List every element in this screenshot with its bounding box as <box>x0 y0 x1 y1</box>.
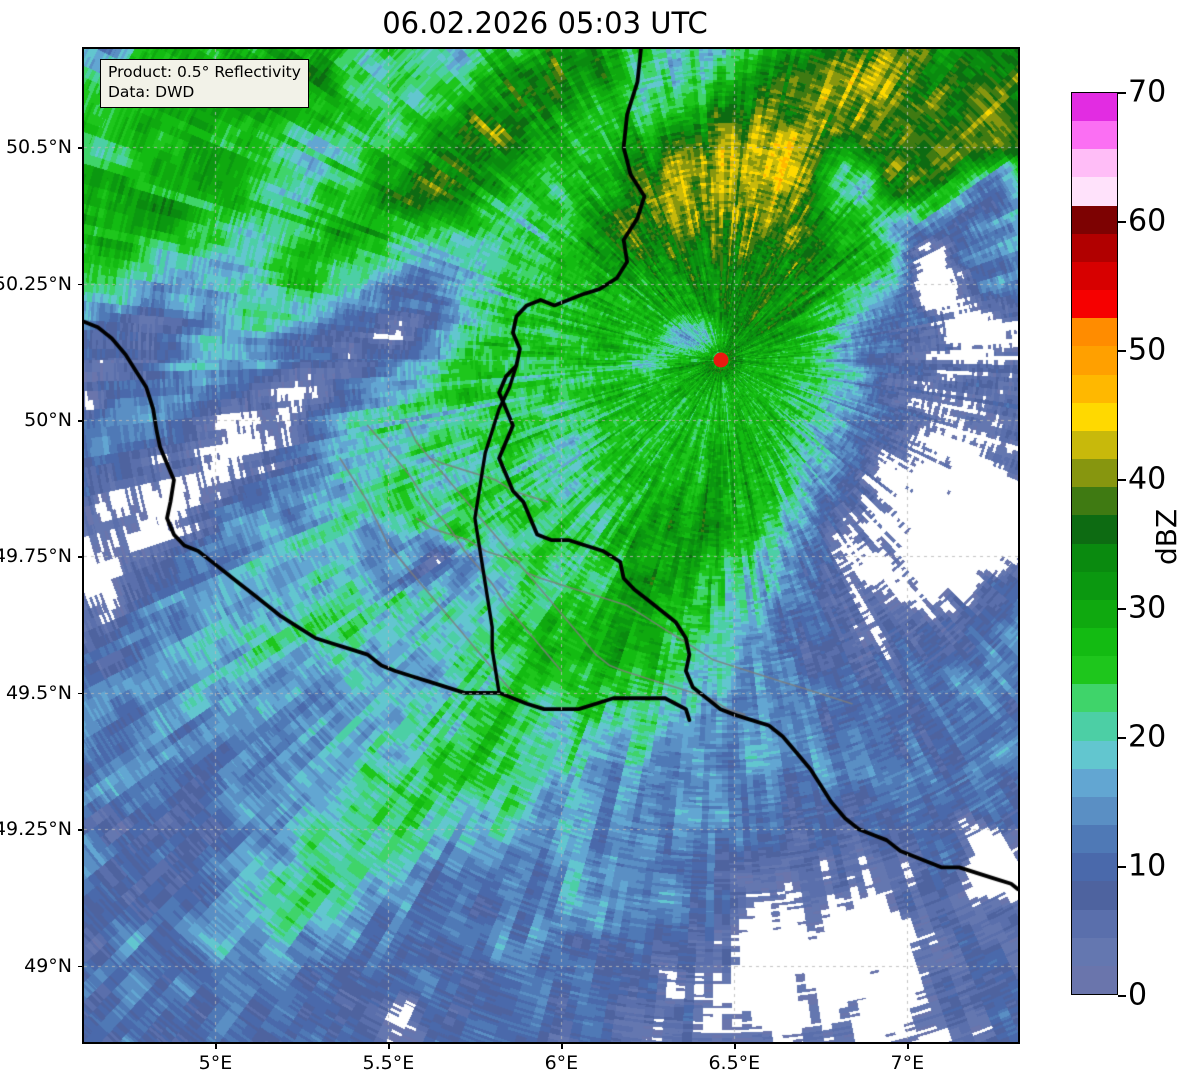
colorbar-band <box>1072 853 1117 882</box>
x-axis-tick-mark <box>734 1044 736 1049</box>
colorbar-band <box>1072 881 1117 910</box>
colorbar-band <box>1072 937 1117 966</box>
colorbar-band <box>1072 402 1117 431</box>
y-axis-tick-mark <box>78 692 83 695</box>
colorbar-tick-label: 40 <box>1128 461 1167 497</box>
colorbar-band <box>1072 656 1117 685</box>
colorbar-band <box>1072 571 1117 600</box>
y-axis-tick-mark <box>78 147 83 149</box>
colorbar-band <box>1072 825 1117 854</box>
colorbar-tick-mark <box>1118 995 1126 997</box>
y-axis-tick-label: 49.25°N <box>0 818 72 841</box>
y-axis-tick-mark <box>78 420 83 422</box>
info-product-line: Product: 0.5° Reflectivity <box>108 63 301 81</box>
colorbar-tick-label: 10 <box>1128 848 1167 884</box>
colorbar-band <box>1072 627 1117 657</box>
radar-site-marker[interactable] <box>713 352 728 368</box>
colorbar-band <box>1072 121 1117 150</box>
colorbar-band <box>1072 290 1117 319</box>
colorbar-band <box>1072 768 1117 797</box>
y-axis-tick-label: 50.25°N <box>0 272 72 295</box>
y-axis-tick-mark <box>78 965 83 968</box>
y-axis-tick-label: 49°N <box>24 954 72 977</box>
y-axis-tick-label: 50°N <box>24 409 72 431</box>
y-axis-tick-mark <box>78 283 83 286</box>
colorbar-band <box>1072 93 1117 122</box>
radar-map-panel[interactable]: Product: 0.5° Reflectivity Data: DWD <box>82 47 1020 1044</box>
colorbar-tick-mark <box>1118 866 1126 868</box>
x-axis-tick-mark <box>388 1044 390 1049</box>
x-axis-tick-mark <box>561 1044 563 1049</box>
colorbar-band <box>1072 487 1117 516</box>
x-axis-tick-label: 6°E <box>544 1052 579 1074</box>
colorbar-tick-mark <box>1118 608 1126 610</box>
colorbar-band <box>1072 233 1117 262</box>
colorbar-tick-label: 60 <box>1128 203 1167 239</box>
y-axis-tick-mark <box>78 829 83 831</box>
y-axis-tick-mark <box>78 556 83 558</box>
page-title: 06.02.2026 05:03 UTC <box>382 6 708 40</box>
info-data-line: Data: DWD <box>108 82 195 101</box>
colorbar-band <box>1072 740 1117 769</box>
colorbar-tick-label: 0 <box>1128 977 1148 1013</box>
colorbar-band <box>1072 177 1117 206</box>
colorbar-tick-label: 30 <box>1128 590 1167 626</box>
colorbar-band <box>1072 599 1117 628</box>
dbz-colorbar[interactable] <box>1071 92 1118 995</box>
coordinate-gridlines <box>84 49 1018 1042</box>
y-axis-tick-label: 49.5°N <box>5 681 72 704</box>
colorbar-band <box>1072 712 1117 741</box>
colorbar-band <box>1072 459 1117 488</box>
colorbar-band <box>1072 796 1117 826</box>
x-axis-tick-label: 5.5°E <box>362 1052 415 1074</box>
colorbar-band <box>1072 515 1117 544</box>
colorbar-band <box>1072 374 1117 403</box>
colorbar-band <box>1072 318 1117 347</box>
colorbar-band <box>1072 684 1117 713</box>
colorbar-band <box>1072 205 1117 234</box>
colorbar-band <box>1072 543 1117 572</box>
colorbar-tick-mark <box>1118 479 1126 481</box>
colorbar-band <box>1072 965 1117 994</box>
x-axis-tick-label: 6.5°E <box>708 1052 761 1074</box>
colorbar-band <box>1072 149 1117 178</box>
colorbar-tick-mark <box>1118 350 1126 352</box>
colorbar-band <box>1072 430 1117 460</box>
colorbar-tick-mark <box>1118 221 1126 223</box>
colorbar-band <box>1072 346 1117 375</box>
product-info-box: Product: 0.5° Reflectivity Data: DWD <box>100 59 309 108</box>
x-axis-tick-mark <box>215 1044 217 1049</box>
colorbar-band <box>1072 909 1117 938</box>
y-axis-tick-label: 50.5°N <box>5 136 72 159</box>
colorbar-axis-label: dBZ <box>1150 508 1183 565</box>
colorbar-tick-label: 20 <box>1128 719 1167 755</box>
x-axis-tick-mark <box>907 1044 909 1049</box>
x-axis-tick-label: 5°E <box>198 1052 233 1074</box>
colorbar-band <box>1072 261 1117 291</box>
x-axis-tick-label: 7°E <box>890 1052 925 1074</box>
colorbar-tick-mark <box>1118 92 1126 94</box>
colorbar-tick-label: 50 <box>1128 332 1167 368</box>
y-axis-tick-label: 49.75°N <box>0 545 72 568</box>
colorbar-tick-label: 70 <box>1128 74 1167 110</box>
colorbar-tick-mark <box>1118 737 1126 739</box>
